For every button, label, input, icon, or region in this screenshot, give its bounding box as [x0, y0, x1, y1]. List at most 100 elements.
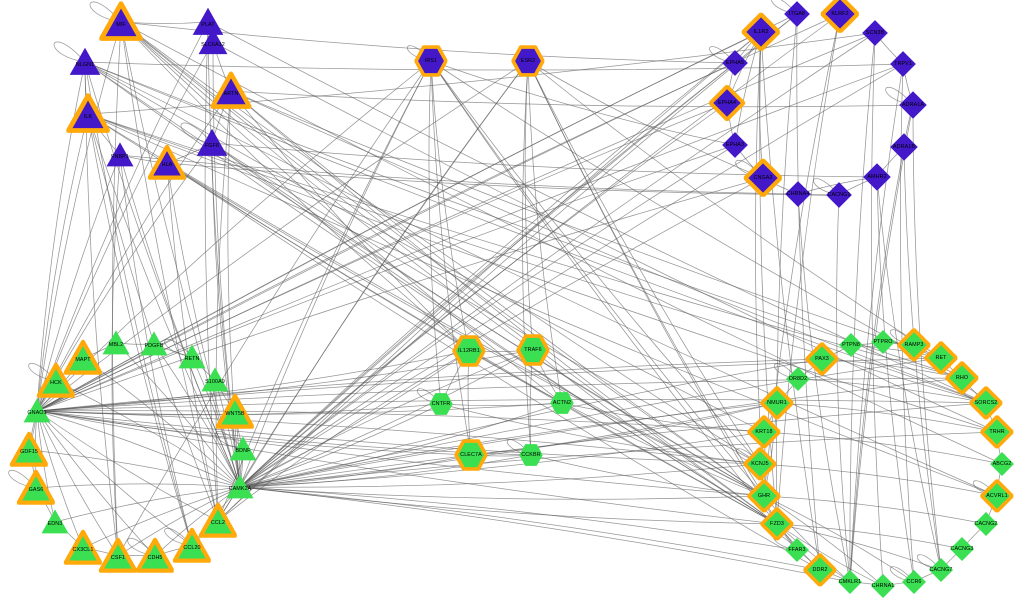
edge: [84, 61, 765, 433]
graph-node-ccl20[interactable]: CCL20: [172, 527, 212, 563]
edge: [55, 380, 241, 488]
edge: [530, 454, 765, 497]
edge: [227, 90, 241, 488]
graph-node-ccr6[interactable]: CCR6: [901, 569, 927, 595]
edge: [776, 13, 798, 525]
graph-node-abcg2[interactable]: ABCG2: [989, 451, 1015, 477]
graph-node-esr2[interactable]: ESR2: [511, 45, 545, 77]
node-shape-hexagon: [550, 392, 574, 414]
graph-node-ghr[interactable]: GHR: [747, 479, 781, 513]
edge: [36, 60, 529, 412]
graph-node-nmur1[interactable]: NMUR1: [760, 386, 794, 420]
node-shape-triangle: [102, 330, 130, 355]
node-shape-hexagon: [511, 45, 545, 77]
edge: [28, 363, 57, 382]
node-shape-diamond: [709, 85, 745, 121]
graph-node-cx3cl1[interactable]: CX3CL1: [63, 529, 103, 565]
node-shape-triangle: [215, 393, 255, 429]
edge: [239, 402, 778, 488]
graph-node-krt18[interactable]: KRT18: [747, 415, 781, 449]
graph-node-cckbr[interactable]: CCKBR: [518, 442, 544, 468]
graph-node-ramp3[interactable]: RAMP3: [897, 328, 931, 362]
graph-node-epha4[interactable]: EPHA4: [709, 85, 745, 121]
graph-node-gdf15[interactable]: GDF15: [9, 431, 49, 467]
graph-node-ddr2[interactable]: DDR2: [803, 553, 837, 587]
graph-node-chrna4[interactable]: CHRNA4: [784, 180, 812, 208]
graph-node-slc6a12[interactable]: SLC6A12: [197, 26, 229, 58]
graph-node-pax3[interactable]: PAX3: [805, 342, 839, 376]
graph-node-acvrl1[interactable]: ACVRL1: [980, 479, 1014, 513]
edge: [111, 154, 121, 557]
graph-node-adra1a[interactable]: ADRA1A: [898, 90, 928, 120]
graph-node-epha5[interactable]: EPHA5: [721, 49, 749, 77]
node-shape-diamond: [871, 330, 895, 354]
graph-node-klrf2[interactable]: KLRF2: [820, 0, 860, 34]
edge: [527, 60, 764, 179]
graph-node-nlgn1[interactable]: NLGN1: [68, 45, 102, 79]
edge: [36, 402, 563, 415]
graph-node-cdh5[interactable]: CDH5: [135, 537, 175, 573]
node-shape-diamond: [839, 333, 863, 357]
graph-node-s100a9[interactable]: S100A9: [200, 365, 230, 395]
edge: [117, 486, 241, 557]
edge: [428, 60, 442, 405]
edge: [120, 21, 534, 351]
graph-node-ptpro[interactable]: PTPRO: [870, 329, 896, 355]
edge: [127, 538, 156, 557]
graph-node-traf6[interactable]: TRAF6: [516, 334, 550, 366]
graph-node-camk2a[interactable]: CAMK2A: [225, 472, 255, 502]
graph-node-hla[interactable]: HLA: [147, 144, 187, 180]
edge: [166, 162, 840, 196]
graph-node-fzd3[interactable]: FZD3: [760, 507, 794, 541]
graph-node-fnbp1[interactable]: FNBP1: [105, 140, 135, 170]
graph-node-trpv1[interactable]: TRPV1: [889, 50, 917, 78]
graph-node-wnt5b[interactable]: WNT5B: [215, 393, 255, 429]
graph-node-mbl2[interactable]: MBL2: [101, 328, 131, 358]
edge: [239, 350, 470, 488]
edge: [239, 377, 963, 488]
graph-node-bdnf[interactable]: BDNF: [228, 434, 258, 464]
node-shape-hexagon: [516, 334, 550, 366]
graph-node-il1r2[interactable]: IL1R2: [741, 12, 781, 52]
graph-node-cnga3[interactable]: CNGA3: [743, 158, 783, 198]
edge: [759, 463, 998, 497]
graph-node-cacng2[interactable]: CACNG2: [973, 511, 999, 537]
edge: [849, 32, 876, 583]
edge: [230, 90, 914, 108]
graph-node-csf1[interactable]: CSF1: [98, 537, 138, 573]
node-shape-diamond: [890, 133, 918, 161]
graph-node-hck[interactable]: HCK: [36, 362, 76, 398]
graph-node-mif[interactable]: MIF: [99, 1, 143, 41]
node-shape-triangle: [41, 509, 69, 534]
graph-node-ilk[interactable]: ILK: [66, 93, 110, 133]
graph-node-gas6[interactable]: GAS6: [16, 469, 56, 505]
edge: [35, 483, 241, 489]
graph-node-artn[interactable]: ARTN: [210, 71, 252, 109]
graph-node-adra1b[interactable]: ADRA1B: [889, 132, 919, 162]
graph-node-ptpn8[interactable]: PTPN8: [838, 332, 864, 358]
graph-node-amhr2[interactable]: AMHR2: [862, 162, 892, 192]
graph-node-cacng1[interactable]: CACNG1: [825, 181, 853, 209]
graph-node-trhr[interactable]: TRHR: [980, 415, 1014, 449]
graph-node-clec7a[interactable]: CLEC7A: [454, 439, 488, 471]
graph-node-actn2[interactable]: ACTN2: [549, 390, 575, 416]
edge: [430, 60, 736, 146]
graph-node-chrna1[interactable]: CHRNA1: [870, 573, 896, 599]
graph-node-il12rb1[interactable]: IL12RB1: [452, 335, 486, 367]
graph-node-pdgfb[interactable]: PDGFB: [139, 329, 169, 359]
graph-node-kcnj5[interactable]: KCNJ5: [743, 447, 777, 481]
graph-node-scn3b[interactable]: SCN3B: [861, 19, 889, 47]
graph-node-sorcs2[interactable]: SORCS2: [969, 386, 1003, 420]
graph-node-epha3[interactable]: EPHA3: [721, 131, 749, 159]
node-shape-hexagon: [429, 393, 453, 415]
graph-node-cmklr1[interactable]: CMKLR1: [837, 569, 863, 595]
graph-node-cacng7[interactable]: CACNG7: [928, 557, 954, 583]
graph-node-gnao1[interactable]: GNAO1: [22, 396, 52, 426]
graph-node-irs1[interactable]: IRS1: [414, 45, 448, 77]
graph-node-itga8[interactable]: ITGA8: [783, 0, 811, 28]
graph-node-cntfr[interactable]: CNTFR: [428, 391, 454, 417]
node-shape-diamond: [760, 507, 794, 541]
edge: [82, 357, 241, 488]
graph-node-fgf6[interactable]: FGF6: [195, 126, 229, 160]
